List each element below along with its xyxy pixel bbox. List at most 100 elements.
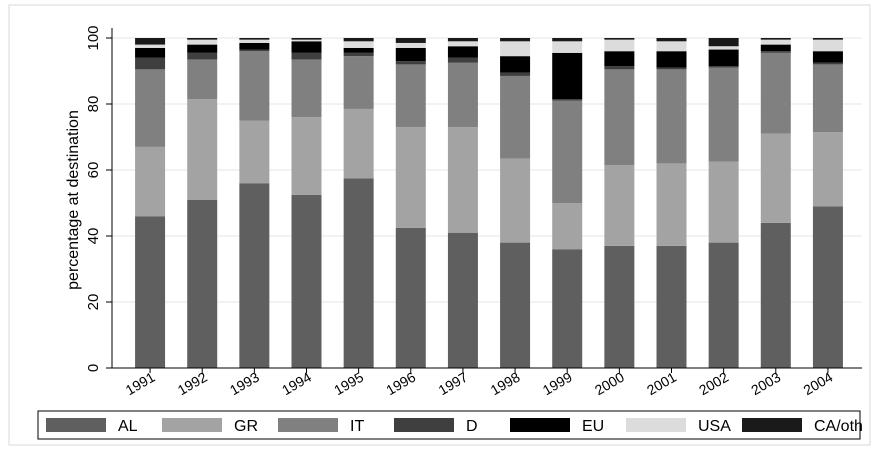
bar-segment bbox=[708, 161, 739, 243]
bar-segment bbox=[343, 56, 374, 109]
bar-segment bbox=[343, 178, 374, 368]
bar-segment bbox=[291, 39, 322, 42]
bar-segment bbox=[500, 72, 531, 76]
bar-segment bbox=[135, 146, 166, 217]
bar-segment bbox=[604, 69, 635, 166]
bar-segment bbox=[239, 39, 270, 43]
bar-segment bbox=[708, 38, 739, 47]
bar-segment bbox=[500, 75, 531, 159]
bar-segment bbox=[552, 38, 583, 42]
bar-segment bbox=[552, 249, 583, 368]
bar-segment bbox=[604, 245, 635, 368]
bar-segment bbox=[552, 100, 583, 203]
legend-label: USA bbox=[698, 418, 731, 435]
bar-segment bbox=[343, 38, 374, 42]
bar-segment bbox=[447, 232, 478, 368]
legend-label: EU bbox=[582, 418, 604, 435]
bar-segment bbox=[447, 62, 478, 128]
bar-segment bbox=[760, 222, 791, 368]
bar-segment bbox=[239, 183, 270, 368]
y-tick-label: 60 bbox=[85, 162, 102, 179]
bar-segment bbox=[447, 38, 478, 42]
bar-segment bbox=[656, 69, 687, 164]
bar-segment bbox=[291, 38, 322, 40]
bar-segment bbox=[604, 51, 635, 67]
bar-segment bbox=[812, 51, 843, 63]
bar-segment bbox=[135, 69, 166, 147]
bar-segment bbox=[500, 41, 531, 57]
y-tick-label: 100 bbox=[85, 25, 102, 50]
bar-segment bbox=[708, 46, 739, 50]
legend-swatch bbox=[742, 418, 802, 432]
bar-segment bbox=[447, 127, 478, 233]
bar-segment bbox=[656, 38, 687, 42]
bar-segment bbox=[187, 44, 218, 53]
bar-segment bbox=[239, 120, 270, 184]
bar-segment bbox=[552, 203, 583, 250]
bar-segment bbox=[656, 67, 687, 70]
bar-segment bbox=[708, 67, 739, 162]
bar-segment bbox=[291, 194, 322, 368]
bar-segment bbox=[187, 99, 218, 200]
y-tick-label: 80 bbox=[85, 96, 102, 113]
chart-outer-border bbox=[8, 4, 871, 446]
y-axis: 0 20 40 60 80 100 bbox=[85, 25, 113, 372]
bar-segment bbox=[708, 242, 739, 368]
bar-segment bbox=[187, 38, 218, 40]
bar-segment bbox=[656, 245, 687, 368]
bar-segment bbox=[812, 38, 843, 40]
bar-segment bbox=[500, 38, 531, 42]
bar-segment bbox=[604, 66, 635, 70]
bar-segment bbox=[552, 41, 583, 53]
legend-swatch bbox=[162, 418, 222, 432]
bar-segment bbox=[239, 49, 270, 52]
bar-segment bbox=[135, 38, 166, 45]
bar-segment bbox=[343, 52, 374, 57]
legend-label: CA/oth bbox=[814, 418, 863, 435]
bar-segment bbox=[656, 51, 687, 68]
bar-segment bbox=[135, 216, 166, 368]
bar-segment bbox=[239, 51, 270, 121]
bar-segment bbox=[447, 46, 478, 58]
bar-segment bbox=[500, 56, 531, 73]
legend-swatch bbox=[394, 418, 454, 432]
bar-segment bbox=[656, 41, 687, 52]
bar-segment bbox=[760, 38, 791, 40]
bar-segment bbox=[604, 38, 635, 40]
bars bbox=[135, 38, 843, 368]
legend-swatch bbox=[278, 418, 338, 432]
bar-segment bbox=[135, 44, 166, 48]
legend-label: IT bbox=[350, 418, 364, 435]
bar-segment bbox=[604, 39, 635, 52]
bar-segment bbox=[239, 38, 270, 40]
y-tick-label: 20 bbox=[85, 294, 102, 311]
bar-segment bbox=[395, 64, 426, 128]
bar-segment bbox=[552, 99, 583, 101]
bar-segment bbox=[500, 242, 531, 368]
bar-segment bbox=[760, 51, 791, 53]
bar-segment bbox=[187, 59, 218, 100]
bar-segment bbox=[760, 44, 791, 52]
y-axis-label: percentage at destination bbox=[65, 110, 82, 290]
bar-segment bbox=[187, 39, 218, 45]
y-tick-label: 40 bbox=[85, 228, 102, 245]
legend-label: GR bbox=[234, 418, 258, 435]
bar-segment bbox=[291, 52, 322, 60]
bar-segment bbox=[135, 47, 166, 58]
bar-segment bbox=[187, 199, 218, 368]
legend: AL GR IT D EU USA CA/oth bbox=[37, 410, 863, 440]
bar-segment bbox=[812, 64, 843, 133]
bar-segment bbox=[343, 47, 374, 53]
legend-label: D bbox=[466, 418, 478, 435]
bar-segment bbox=[395, 38, 426, 43]
bar-segment bbox=[812, 206, 843, 368]
bar-segment bbox=[343, 108, 374, 179]
y-tick-label: 0 bbox=[85, 364, 102, 372]
bar-segment bbox=[395, 127, 426, 228]
bar-segment bbox=[708, 66, 739, 68]
bar-segment bbox=[291, 59, 322, 118]
bar-segment bbox=[812, 62, 843, 65]
bar-segment bbox=[760, 52, 791, 134]
